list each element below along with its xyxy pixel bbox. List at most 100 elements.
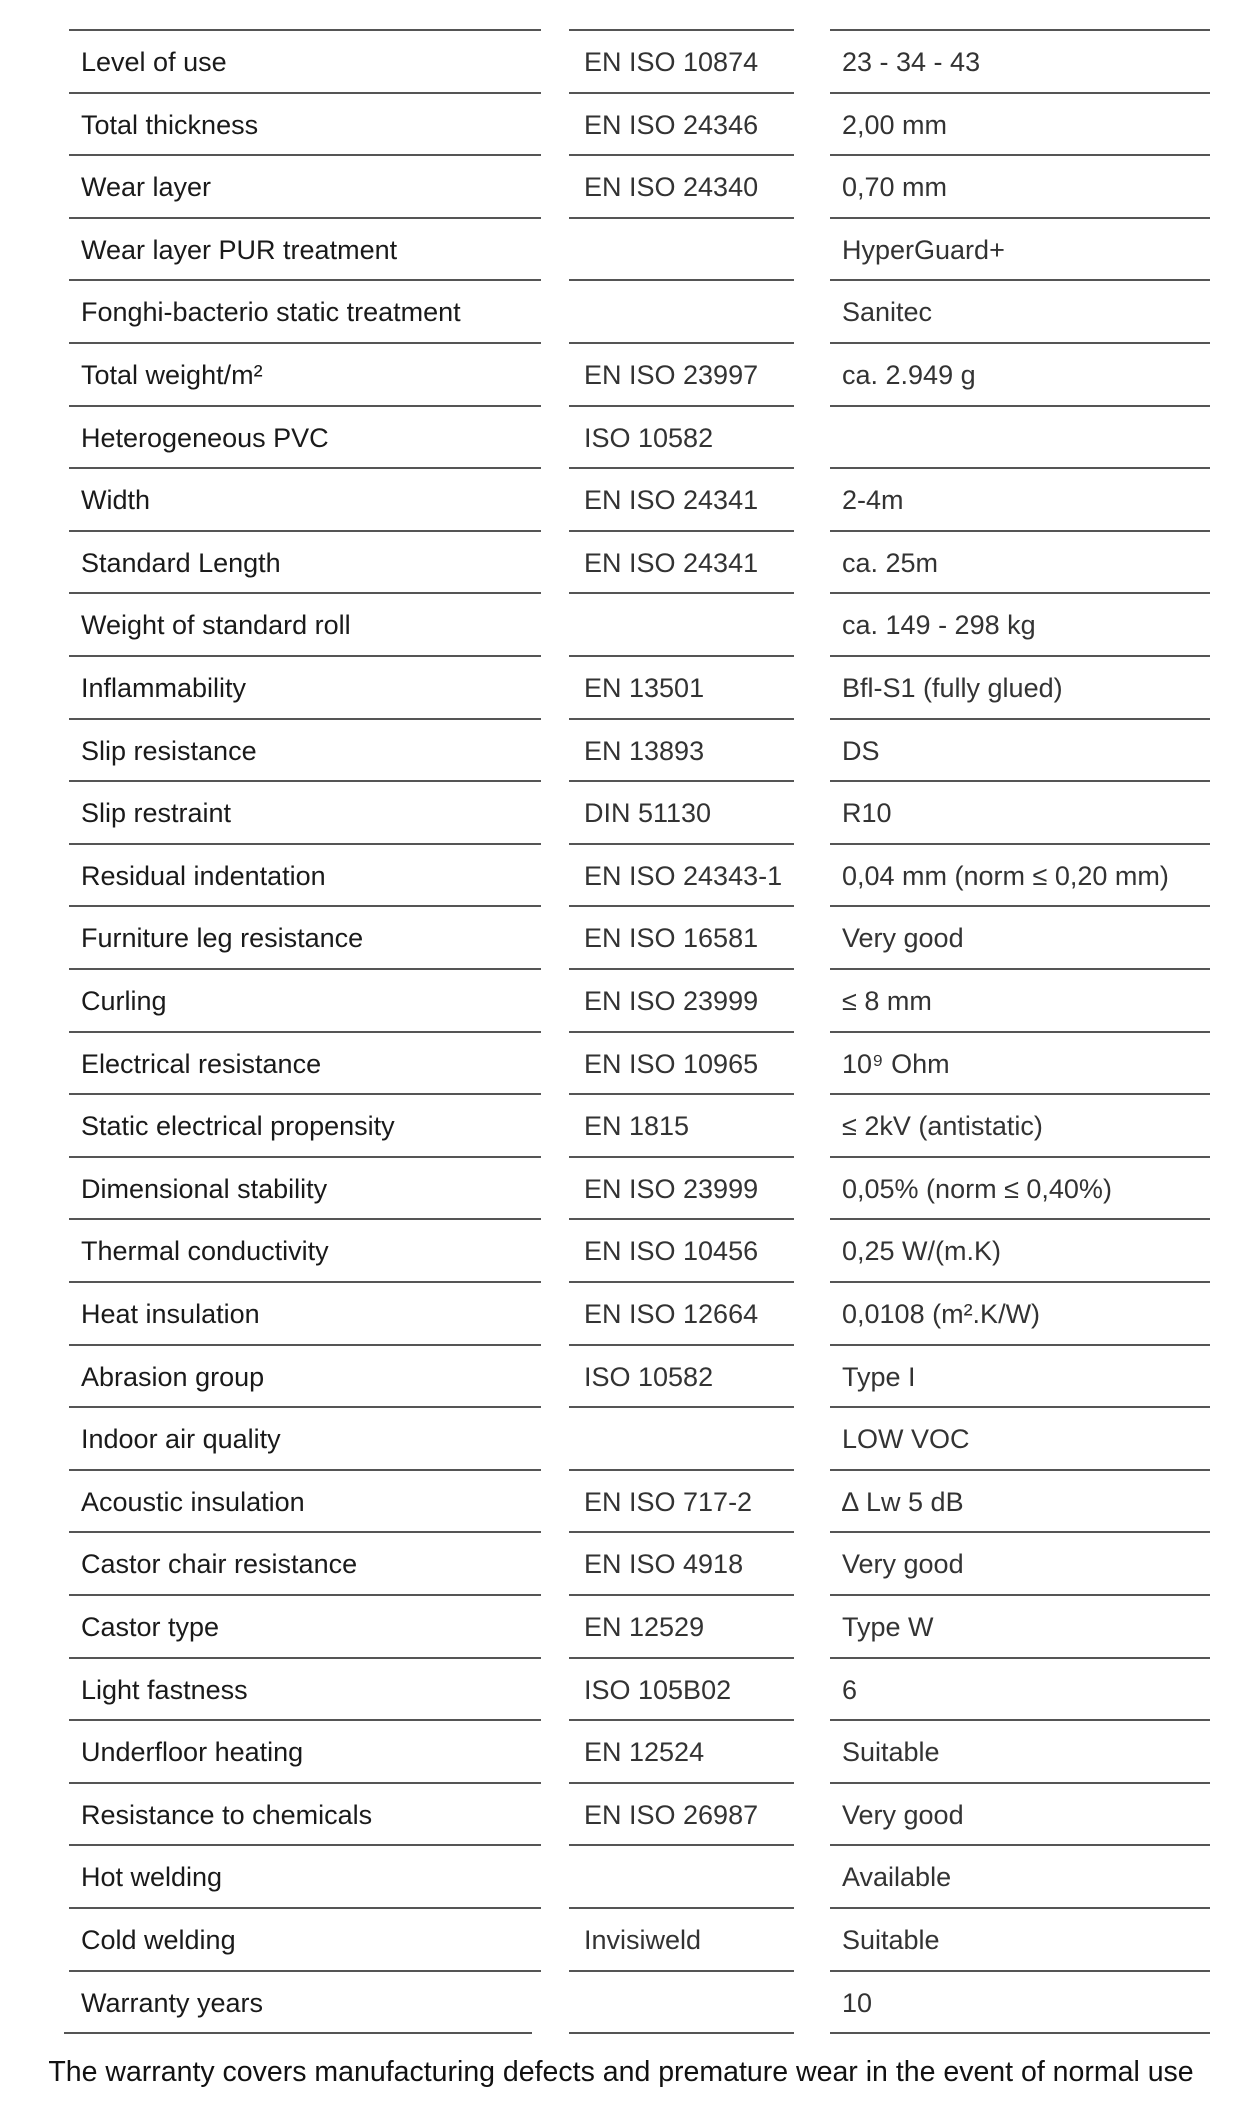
row-divider bbox=[69, 1218, 541, 1220]
row-divider bbox=[69, 467, 541, 469]
row-divider bbox=[569, 592, 794, 594]
standard: Invisiweld bbox=[584, 1925, 702, 1955]
row-divider bbox=[569, 405, 794, 407]
value: 6 bbox=[842, 1675, 858, 1705]
row-divider bbox=[830, 154, 1210, 156]
property-name: Furniture leg resistance bbox=[81, 923, 364, 953]
property-name: Hot welding bbox=[81, 1862, 223, 1892]
value: Sanitec bbox=[842, 297, 933, 327]
row-divider bbox=[69, 843, 541, 845]
row-divider bbox=[830, 1031, 1210, 1033]
value: ca. 25m bbox=[842, 548, 939, 578]
property-name: Total weight/m² bbox=[81, 360, 263, 390]
row-divider bbox=[830, 1156, 1210, 1158]
row-divider bbox=[569, 905, 794, 907]
standard: EN ISO 23999 bbox=[584, 986, 759, 1016]
standard: EN ISO 24340 bbox=[584, 172, 759, 202]
standard: EN 1815 bbox=[584, 1111, 690, 1141]
row-divider bbox=[830, 718, 1210, 720]
standard: EN ISO 24346 bbox=[584, 110, 759, 140]
row-divider bbox=[69, 530, 541, 532]
row-divider bbox=[569, 342, 794, 344]
row-divider bbox=[69, 1531, 541, 1533]
row-divider bbox=[69, 1844, 541, 1846]
row-divider bbox=[569, 1531, 794, 1533]
row-divider bbox=[569, 92, 794, 94]
value: 2,00 mm bbox=[842, 110, 948, 140]
property-name: Cold welding bbox=[81, 1925, 236, 1955]
row-divider bbox=[830, 1531, 1210, 1533]
row-divider bbox=[69, 1719, 541, 1721]
property-name: Castor type bbox=[81, 1612, 220, 1642]
row-divider bbox=[830, 1281, 1210, 1283]
row-divider bbox=[69, 592, 541, 594]
row-divider bbox=[569, 1469, 794, 1471]
value: Available bbox=[842, 1862, 952, 1892]
value: ca. 149 - 298 kg bbox=[842, 610, 1036, 640]
value: ∆ Lw 5 dB bbox=[842, 1487, 964, 1517]
value: ca. 2.949 g bbox=[842, 360, 976, 390]
row-divider bbox=[830, 92, 1210, 94]
row-divider bbox=[69, 1156, 541, 1158]
row-divider bbox=[69, 217, 541, 219]
property-name: Castor chair resistance bbox=[81, 1549, 358, 1579]
row-divider bbox=[69, 1406, 541, 1408]
row-divider bbox=[830, 1719, 1210, 1721]
row-divider bbox=[830, 467, 1210, 469]
row-divider bbox=[830, 843, 1210, 845]
row-divider bbox=[830, 1469, 1210, 1471]
row-divider bbox=[64, 2032, 532, 2034]
row-divider bbox=[69, 1031, 541, 1033]
value: LOW VOC bbox=[842, 1424, 970, 1454]
standard: EN ISO 717-2 bbox=[584, 1487, 753, 1517]
value: DS bbox=[842, 736, 880, 766]
row-divider bbox=[69, 718, 541, 720]
property-name: Residual indentation bbox=[81, 861, 326, 891]
standard: EN ISO 26987 bbox=[584, 1800, 759, 1830]
value: 0,70 mm bbox=[842, 172, 948, 202]
row-divider bbox=[569, 718, 794, 720]
standard: EN ISO 10456 bbox=[584, 1236, 759, 1266]
row-divider bbox=[830, 1907, 1210, 1909]
property-name: Weight of standard roll bbox=[81, 610, 351, 640]
row-divider bbox=[569, 1657, 794, 1659]
property-name: Level of use bbox=[81, 47, 227, 77]
warranty-note: The warranty covers manufacturing defect… bbox=[48, 2056, 1194, 2088]
value: 0,0108 (m².K/W) bbox=[842, 1299, 1041, 1329]
row-divider bbox=[69, 1594, 541, 1596]
row-divider bbox=[830, 217, 1210, 219]
property-name: Width bbox=[81, 485, 151, 515]
row-divider bbox=[69, 405, 541, 407]
row-divider bbox=[830, 1970, 1210, 1972]
value: Very good bbox=[842, 1800, 964, 1830]
row-divider bbox=[830, 1782, 1210, 1784]
row-divider bbox=[830, 1406, 1210, 1408]
property-name: Thermal conductivity bbox=[81, 1236, 329, 1266]
property-name: Slip resistance bbox=[81, 736, 257, 766]
row-divider bbox=[569, 843, 794, 845]
property-name: Total thickness bbox=[81, 110, 259, 140]
standard: ISO 10582 bbox=[584, 1362, 714, 1392]
standard: EN 13501 bbox=[584, 673, 705, 703]
row-divider bbox=[569, 154, 794, 156]
value: 10 bbox=[842, 1988, 873, 2018]
row-divider bbox=[569, 1093, 794, 1095]
standard: EN ISO 16581 bbox=[584, 923, 759, 953]
value: ≤ 2kV (antistatic) bbox=[842, 1111, 1043, 1141]
row-divider bbox=[69, 29, 541, 31]
standard: EN ISO 12664 bbox=[584, 1299, 759, 1329]
standard: EN ISO 10874 bbox=[584, 47, 759, 77]
standard: EN ISO 10965 bbox=[584, 1049, 759, 1079]
row-divider bbox=[830, 655, 1210, 657]
property-name: Acoustic insulation bbox=[81, 1487, 305, 1517]
value: ≤ 8 mm bbox=[842, 986, 932, 1016]
value: Very good bbox=[842, 1549, 964, 1579]
row-divider bbox=[69, 1281, 541, 1283]
property-name: Slip restraint bbox=[81, 798, 232, 828]
row-divider bbox=[830, 1093, 1210, 1095]
row-divider bbox=[569, 279, 794, 281]
property-name: Heat insulation bbox=[81, 1299, 260, 1329]
value: 10⁹ Ohm bbox=[842, 1049, 950, 1079]
row-divider bbox=[69, 1344, 541, 1346]
property-name: Standard Length bbox=[81, 548, 281, 578]
